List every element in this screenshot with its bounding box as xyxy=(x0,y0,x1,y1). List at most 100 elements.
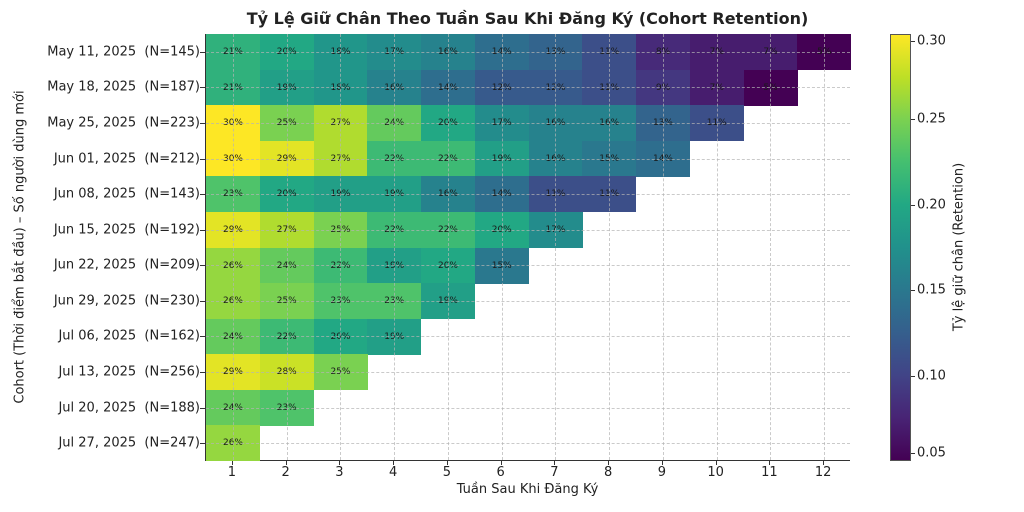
x-axis-title: Tuần Sau Khi Đăng Ký xyxy=(456,482,599,497)
y-tick-label: May 25, 2025 (N=223) xyxy=(47,115,200,131)
y-tick-label: Jun 22, 2025 (N=209) xyxy=(53,257,200,273)
heatmap-cell: 15% xyxy=(474,247,529,284)
heatmap-cell: 27% xyxy=(313,140,368,177)
y-tick xyxy=(200,265,205,267)
heatmap-cell: 24% xyxy=(206,389,260,426)
x-tick-label: 5 xyxy=(442,465,452,480)
heatmap-cell: 9% xyxy=(636,69,690,106)
heatmap-cell: 16% xyxy=(528,140,583,177)
colorbar-tick-label: 0.20 xyxy=(917,197,946,213)
heatmap-cell: 24% xyxy=(367,105,422,142)
heatmap-cell: 19% xyxy=(474,140,529,177)
heatmap-cell: 19% xyxy=(259,69,314,106)
y-tick-label: Jul 20, 2025 (N=188) xyxy=(58,400,200,416)
heatmap-cell: 12% xyxy=(474,69,529,106)
x-tick xyxy=(231,461,233,465)
heatmap-cell: 11% xyxy=(582,69,637,106)
x-tick xyxy=(608,461,610,465)
grid-line xyxy=(206,443,850,445)
x-tick-label: 8 xyxy=(603,465,613,480)
x-tick xyxy=(500,461,502,465)
x-tick-label: 12 xyxy=(814,465,832,480)
y-tick-label: Jun 01, 2025 (N=212) xyxy=(53,151,200,167)
colorbar-tick-label: 0.15 xyxy=(917,282,946,298)
heatmap-cell: 16% xyxy=(421,34,475,70)
x-tick-label: 6 xyxy=(496,465,505,480)
heatmap-cell: 5% xyxy=(797,34,852,70)
y-tick-label: May 11, 2025 (N=145) xyxy=(47,44,200,60)
x-tick-label: 11 xyxy=(761,465,778,480)
heatmap-cell: 28% xyxy=(259,354,314,391)
x-tick-label: 7 xyxy=(550,465,559,480)
x-tick-label: 4 xyxy=(388,465,398,480)
heatmap-cell: 22% xyxy=(313,247,368,284)
heatmap-cell: 29% xyxy=(206,211,260,248)
heatmap-cell: 15% xyxy=(582,140,637,177)
colorbar-tick-label: 0.05 xyxy=(917,445,946,461)
y-tick-label: Jun 08, 2025 (N=143) xyxy=(53,186,200,202)
heatmap-cell: 13% xyxy=(528,34,583,70)
y-tick xyxy=(200,407,205,409)
heatmap-cell: 23% xyxy=(206,176,260,213)
heatmap-cell: 30% xyxy=(206,140,260,177)
heatmap-cell: 20% xyxy=(421,247,475,284)
heatmap-cell: 7% xyxy=(743,34,798,70)
colorbar-tick-label: 0.10 xyxy=(917,368,946,384)
heatmap-cell: 20% xyxy=(259,34,314,70)
heatmap-cell: 11% xyxy=(582,176,637,213)
heatmap-cell: 24% xyxy=(259,247,314,284)
heatmap-cell: 14% xyxy=(421,69,475,106)
colorbar-title: Tỷ lệ giữ chân (Retention) xyxy=(951,162,967,332)
heatmap-cell: 25% xyxy=(259,283,314,320)
heatmap-cell: 5% xyxy=(743,69,798,106)
x-tick xyxy=(339,461,341,465)
heatmap-cell: 17% xyxy=(474,105,529,142)
heatmap-cell: 11% xyxy=(689,105,744,142)
heatmap-cell: 27% xyxy=(313,105,368,142)
x-tick xyxy=(285,461,287,465)
heatmap-cell: 23% xyxy=(313,283,368,320)
heatmap-cell: 24% xyxy=(206,318,260,355)
heatmap-cell: 22% xyxy=(259,318,314,355)
heatmap-cell: 22% xyxy=(367,211,422,248)
y-tick xyxy=(200,336,205,338)
heatmap-cell: 19% xyxy=(367,176,422,213)
heatmap-cell: 20% xyxy=(313,318,368,355)
heatmap-cell: 12% xyxy=(528,69,583,106)
heatmap-cell: 20% xyxy=(474,211,529,248)
heatmap-cell: 11% xyxy=(582,34,637,70)
x-tick-label: 3 xyxy=(335,465,344,480)
heatmap-cell: 22% xyxy=(421,140,475,177)
heatmap-cell: 22% xyxy=(421,211,475,248)
heatmap-cell: 19% xyxy=(421,283,475,320)
heatmap-cell: 14% xyxy=(636,140,690,177)
y-axis-title: Cohort (Thời điểm bắt đầu) – Số người dù… xyxy=(12,90,28,404)
x-tick xyxy=(393,461,395,465)
heatmap-cell: 8% xyxy=(636,34,690,70)
colorbar-tick xyxy=(911,453,915,454)
heatmap-cell: 18% xyxy=(313,69,368,106)
heatmap-cell: 14% xyxy=(474,176,529,213)
x-tick xyxy=(823,461,825,465)
heatmap-cell: 16% xyxy=(367,69,422,106)
x-tick xyxy=(446,461,448,465)
colorbar-tick xyxy=(911,204,915,206)
heatmap-cell: 11% xyxy=(528,176,583,213)
y-tick xyxy=(200,158,205,160)
heatmap-plot-area: 21% 20% 18% 17% 16% 14% 13% 11% 8% 7% 7% 5% 21% 19% 18… xyxy=(205,34,852,462)
heatmap-cell: 26% xyxy=(206,283,260,320)
y-tick xyxy=(200,194,205,196)
heatmap-cell: 26% xyxy=(206,247,260,284)
heatmap-cell: 19% xyxy=(313,176,368,213)
heatmap-cell: 7% xyxy=(689,69,744,106)
heatmap-cell: 27% xyxy=(259,211,314,248)
heatmap-cell: 21% xyxy=(206,34,260,70)
x-tick xyxy=(715,461,717,465)
heatmap-cell: 25% xyxy=(313,211,368,248)
grid-line xyxy=(824,34,826,460)
x-tick xyxy=(769,461,771,465)
heatmap-cell: 14% xyxy=(474,34,529,70)
y-tick-label: Jul 13, 2025 (N=256) xyxy=(58,364,200,380)
colorbar-tick-label: 0.25 xyxy=(917,111,946,127)
colorbar xyxy=(890,34,911,461)
